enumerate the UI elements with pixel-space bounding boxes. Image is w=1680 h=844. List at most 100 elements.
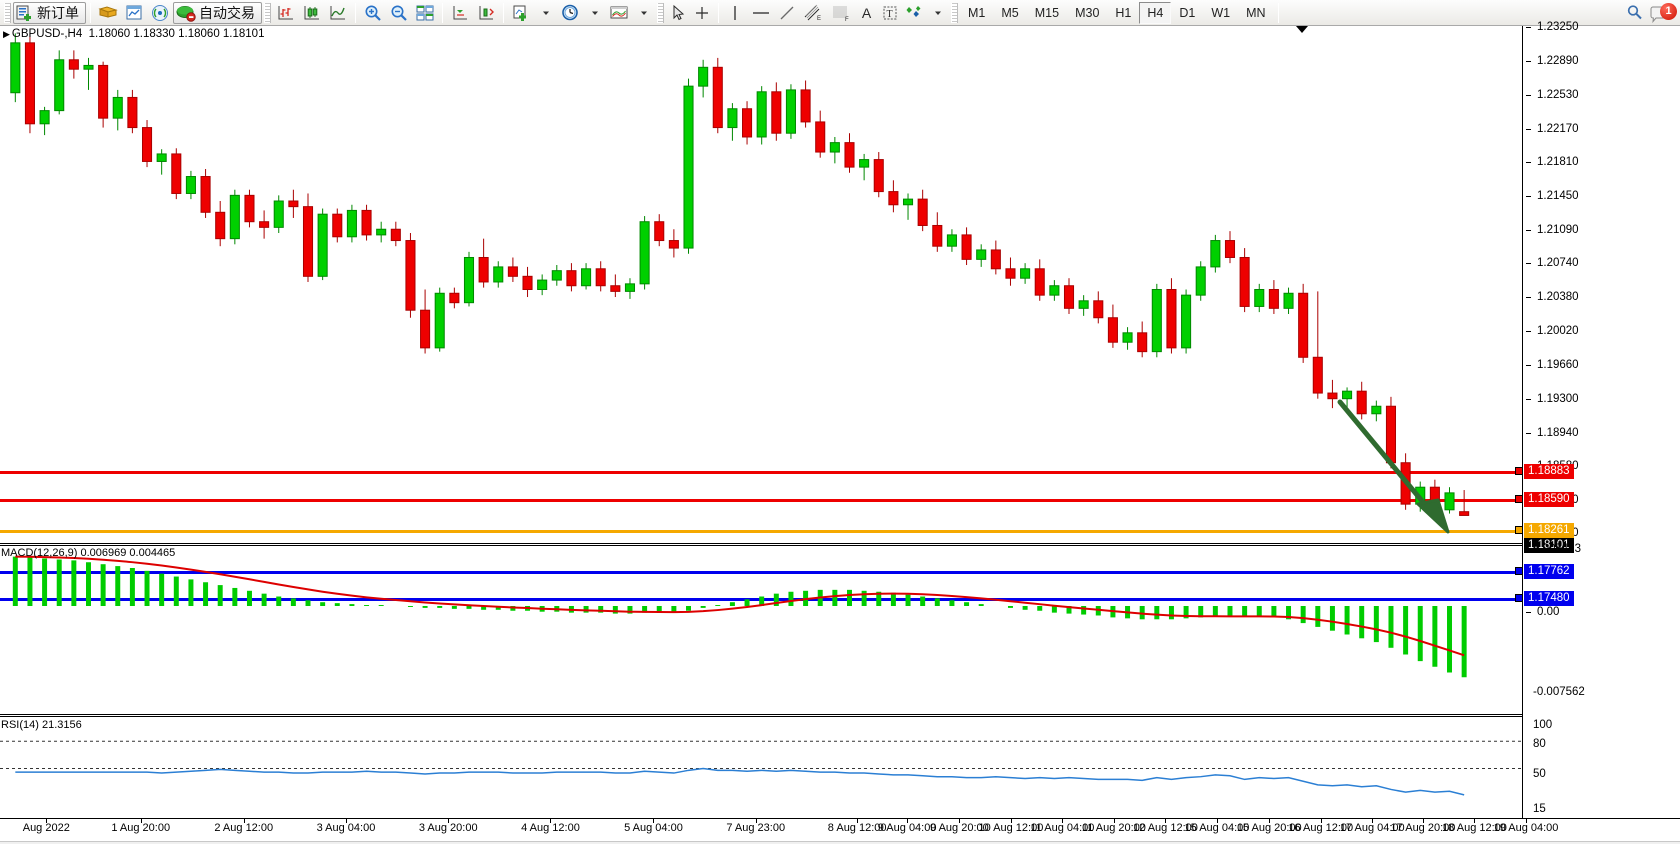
- zoom-in-button[interactable]: [360, 2, 386, 24]
- candlestick-chart-button[interactable]: [299, 2, 325, 24]
- time-axis[interactable]: Aug 2022 1 Aug 20:00 2 Aug 12:00 3 Aug 04:0…: [0, 818, 1680, 844]
- price-tick: 1.21450: [1526, 190, 1680, 203]
- horizontal-line-button[interactable]: [747, 2, 775, 24]
- expert-advisors-button[interactable]: [95, 2, 121, 24]
- macd-scale-top: 0.005493: [1533, 543, 1581, 555]
- toolbar-separator-5: [718, 2, 719, 23]
- indicator-dropdown[interactable]: [534, 2, 557, 24]
- shapes-button[interactable]: [902, 2, 926, 24]
- chevron-down-icon: [934, 11, 941, 15]
- level-drag-handle[interactable]: [1515, 567, 1523, 575]
- templates-button[interactable]: [606, 2, 632, 24]
- line-chart-button[interactable]: [325, 2, 351, 24]
- timeframe-w1[interactable]: W1: [1211, 5, 1231, 20]
- time-tick-mark: [1269, 819, 1271, 823]
- price-axis[interactable]: 1.23250 1.22890 1.22530 1.22170 1.21810 1.214…: [1515, 21, 1680, 818]
- time-tick-label: 9 Aug 20:00: [930, 822, 989, 834]
- crosshair-tool-button[interactable]: [690, 2, 714, 24]
- toolbar-grip-3[interactable]: [657, 2, 664, 23]
- time-tick-mark: [1062, 819, 1064, 823]
- level-drag-handle[interactable]: [1515, 495, 1523, 503]
- level-line-3[interactable]: [0, 530, 1522, 533]
- template-icon: [610, 6, 628, 18]
- price-level-label[interactable]: 1.18883: [1515, 464, 1574, 479]
- timeframe-m15[interactable]: M15: [1034, 5, 1060, 20]
- price-tick: 1.22890: [1526, 55, 1680, 68]
- time-tick-label: 10 Aug 12:00: [978, 822, 1044, 834]
- period-dropdown[interactable]: [583, 2, 606, 24]
- time-tick-label: 15 Aug 20:00: [1236, 822, 1302, 834]
- timeframe-d1[interactable]: D1: [1179, 5, 1196, 20]
- macd-scale-bottom: -0.007562: [1533, 686, 1585, 698]
- svg-text:F: F: [845, 17, 849, 22]
- trendline-button[interactable]: [775, 2, 799, 24]
- level-line-1[interactable]: [0, 471, 1522, 474]
- autotrading-icon: [176, 5, 196, 22]
- price-level-label[interactable]: 1.17480: [1515, 591, 1574, 606]
- text-label-button[interactable]: T: [878, 2, 902, 24]
- market-watch-button[interactable]: [121, 2, 147, 24]
- level-drag-handle[interactable]: [1515, 594, 1523, 602]
- text-label-icon: T: [883, 6, 897, 20]
- price-level-label[interactable]: 1.18101: [1524, 538, 1574, 553]
- new-order-button[interactable]: 新订单: [13, 1, 86, 24]
- tile-windows-button[interactable]: [412, 2, 438, 24]
- time-tick-label: 3 Aug 04:00: [316, 822, 376, 834]
- price-level-label[interactable]: 1.18261: [1515, 523, 1574, 538]
- candlestick-icon: [304, 5, 319, 19]
- price-tick: 1.20020: [1526, 325, 1680, 338]
- timeframe-h1[interactable]: H1: [1115, 5, 1132, 20]
- timeframe-m30[interactable]: M30: [1075, 5, 1100, 20]
- text-tool-button[interactable]: A: [855, 2, 878, 24]
- add-indicator-icon: [513, 5, 526, 21]
- search-button[interactable]: [1622, 2, 1648, 24]
- timeframe-mn[interactable]: MN: [1246, 5, 1266, 20]
- auto-scroll-button[interactable]: [473, 2, 499, 24]
- price-tick: 1.20740: [1526, 257, 1680, 270]
- equidistant-channel-button[interactable]: E: [799, 2, 827, 24]
- autotrading-button[interactable]: 自动交易: [173, 1, 262, 24]
- signals-button[interactable]: [147, 2, 173, 24]
- time-tick-mark: [1474, 819, 1476, 823]
- vertical-line-button[interactable]: [723, 2, 747, 24]
- period-button[interactable]: [557, 2, 583, 24]
- rsi-scale-50: 50: [1533, 768, 1546, 780]
- chevron-down-icon: [640, 11, 647, 15]
- timeframe-m5[interactable]: M5: [1001, 5, 1019, 20]
- price-level-label[interactable]: 1.17762: [1515, 564, 1574, 579]
- cursor-tool-button[interactable]: [666, 2, 690, 24]
- toolbar-separator: [90, 2, 91, 23]
- time-tick-mark: [448, 819, 450, 823]
- time-tick-label: 9 Aug 04:00: [877, 822, 937, 834]
- timeframe-m1[interactable]: M1: [968, 5, 986, 20]
- level-line-2[interactable]: [0, 499, 1522, 502]
- timeframe-h4[interactable]: H4: [1139, 1, 1172, 24]
- chart-window-icon: [126, 5, 142, 19]
- chart-plot-area[interactable]: ▶ GBPUSD-,H4 1.18060 1.18330 1.18060 1.18…: [0, 26, 1522, 818]
- time-tick-label: 5 Aug 04:00: [624, 822, 683, 834]
- notifications-button[interactable]: 1: [1648, 2, 1678, 24]
- zoom-out-button[interactable]: [386, 2, 412, 24]
- add-indicator-button[interactable]: [508, 2, 534, 24]
- chart-container[interactable]: ▶ GBPUSD-,H4 1.18060 1.18330 1.18060 1.18…: [0, 21, 1680, 844]
- price-tick: 1.18940: [1526, 427, 1680, 440]
- toolbar-grip-4[interactable]: [951, 2, 958, 23]
- level-drag-handle[interactable]: [1515, 526, 1523, 534]
- time-tick-mark: [1216, 819, 1218, 823]
- collapse-arrow-icon[interactable]: ▶: [3, 29, 10, 39]
- search-icon: [1627, 4, 1642, 19]
- shapes-dropdown[interactable]: [926, 2, 949, 24]
- autotrading-label: 自动交易: [199, 5, 255, 22]
- rsi-scale-100: 100: [1533, 719, 1553, 731]
- trend-arrow-annotation[interactable]: [0, 26, 1522, 818]
- price-level-label[interactable]: 1.18590: [1515, 492, 1574, 507]
- toolbar-grip-2[interactable]: [264, 2, 271, 23]
- bar-chart-button[interactable]: [273, 2, 299, 24]
- level-line-4[interactable]: [0, 571, 1522, 574]
- time-tick-label: 15 Aug 04:00: [1184, 822, 1250, 834]
- level-drag-handle[interactable]: [1515, 467, 1523, 475]
- fibonacci-button[interactable]: F: [827, 2, 855, 24]
- templates-dropdown[interactable]: [632, 2, 655, 24]
- toolbar-grip[interactable]: [4, 2, 11, 23]
- chart-shift-button[interactable]: [447, 2, 473, 24]
